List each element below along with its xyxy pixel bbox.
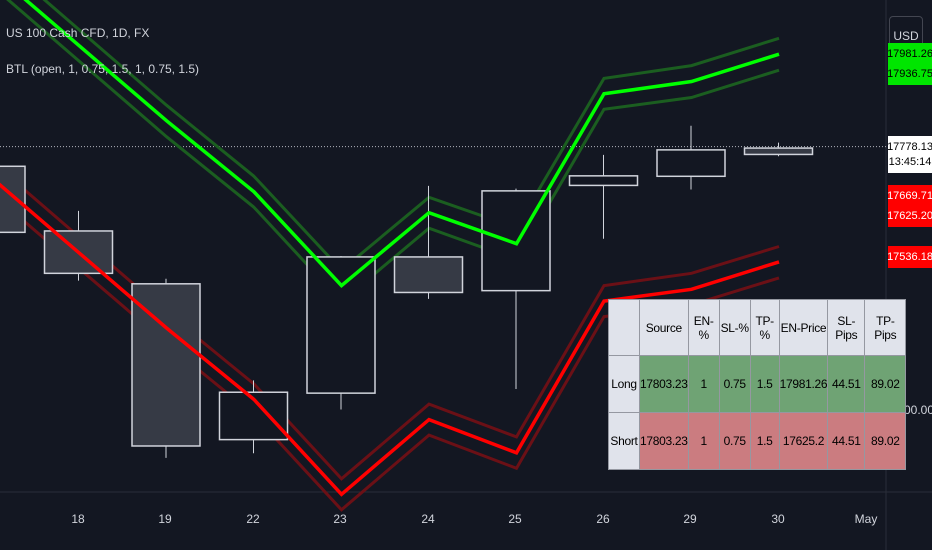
price-tag: 17669.71 [887, 185, 932, 208]
indicator-legend[interactable]: BTL (open, 1, 0.75, 1.5, 1, 0.75, 1.5) [6, 62, 200, 76]
table-header-cell: SL-Pips [827, 299, 866, 356]
time-axis-label: 19 [158, 512, 172, 526]
table-row-short: Short 17803.23 1 0.75 1.5 17625.2 44.51 … [608, 412, 907, 470]
candle-17 [0, 165, 26, 234]
table-cell: 1 [687, 355, 720, 413]
long-entry-line [23, 0, 780, 289]
candle-body [568, 175, 639, 187]
table-corner-cell [608, 299, 640, 356]
candle-body [743, 147, 814, 156]
time-axis-label: 25 [508, 512, 522, 526]
time-axis-label: 30 [771, 512, 785, 526]
row-label-long: Long [608, 355, 640, 413]
table-cell: 17625.2 [778, 412, 829, 470]
price-tag: 17536.18 [887, 245, 932, 268]
table-cell: 44.51 [827, 412, 866, 470]
long-band-upper [42, 0, 780, 273]
table-cell: 1.5 [749, 412, 780, 470]
table-header-cell: EN-Price [778, 299, 829, 356]
candle-body [656, 149, 726, 178]
time-axis-label: 26 [596, 512, 610, 526]
table-cell: 89.02 [864, 355, 907, 413]
candle-26 [568, 154, 639, 239]
table-cell: 0.75 [718, 355, 751, 413]
table-cell: 17803.23 [639, 355, 689, 413]
time-axis-label: 29 [683, 512, 697, 526]
table-cell: 44.51 [827, 355, 866, 413]
long-band-lower [6, 0, 780, 304]
table-cell: 0.75 [718, 412, 751, 470]
time-axis-label: 23 [333, 512, 347, 526]
row-label-short: Short [608, 412, 640, 470]
candle-25 [481, 188, 551, 390]
time-axis-label: 22 [246, 512, 260, 526]
table-cell: 1.5 [749, 355, 780, 413]
price-tag: 17625.20 [887, 205, 932, 228]
table-header-cell: EN-% [687, 299, 720, 356]
table-header-cell: SL-% [718, 299, 751, 356]
short-band-upper [0, 166, 780, 481]
candle-23 [306, 256, 376, 410]
candle-29 [656, 125, 726, 190]
candle-body [393, 256, 464, 294]
price-tag: 13:45:14 [888, 150, 932, 173]
price-tag: 17936.75 [887, 63, 932, 86]
table-header-cell: Source [639, 299, 689, 356]
btl-stats-table: Source EN-% SL-% TP-% EN-Price SL-Pips T… [608, 299, 907, 470]
table-header-cell: TP-Pips [864, 299, 907, 356]
table-header-cell: TP-% [749, 299, 780, 356]
candle-body [0, 165, 26, 234]
candle-30 [743, 142, 814, 157]
table-cell: 17981.26 [778, 355, 829, 413]
table-cell: 1 [687, 412, 720, 470]
candle-18 [43, 210, 114, 281]
table-row-long: Long 17803.23 1 0.75 1.5 17981.26 44.51 … [608, 355, 907, 413]
line-layer [0, 0, 780, 497]
time-axis-label: 18 [71, 512, 85, 526]
candle-body [131, 283, 201, 447]
candle-24 [393, 185, 464, 299]
table-cell: 89.02 [864, 412, 907, 470]
table-cell: 17803.23 [639, 412, 689, 470]
candle-19 [131, 278, 201, 458]
time-axis-label: May [855, 512, 878, 526]
time-axis-label: 24 [421, 512, 435, 526]
short-entry-line [0, 182, 780, 497]
candle-body [306, 256, 376, 394]
table-header-row: Source EN-% SL-% TP-% EN-Price SL-Pips T… [608, 299, 907, 356]
symbol-legend[interactable]: US 100 Cash CFD, 1D, FX [6, 26, 150, 40]
price-tag: 17981.26 [887, 43, 932, 66]
